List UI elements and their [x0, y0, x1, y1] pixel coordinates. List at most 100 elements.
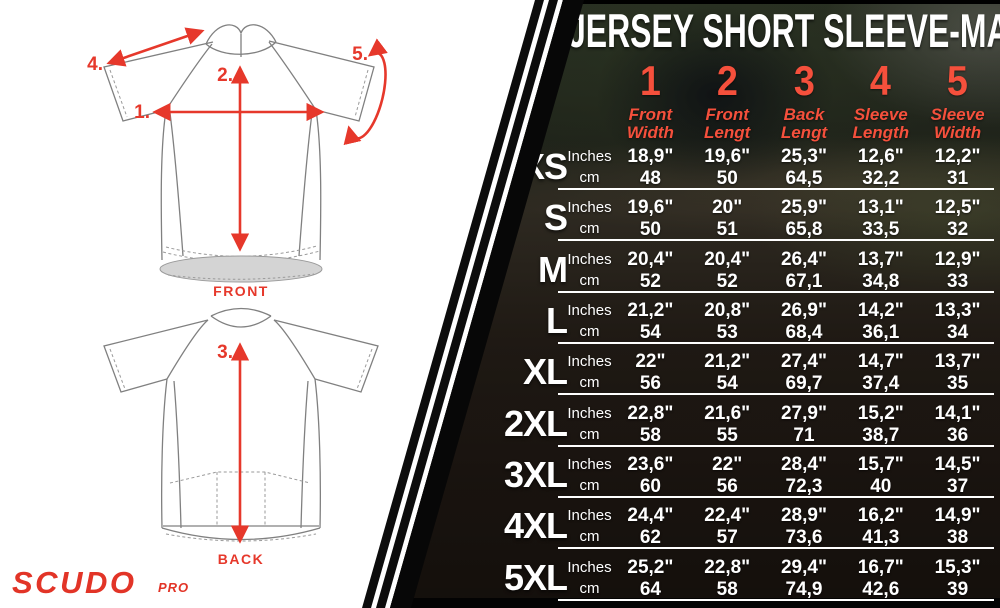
value-inches: 16,2": [857, 505, 904, 526]
value-cm: 34,8: [862, 270, 900, 292]
value-cm: 71: [793, 424, 815, 446]
row-separator: [558, 342, 994, 344]
brand-logo-main: SCUDO: [12, 565, 136, 600]
value-inches: 21,6": [704, 403, 751, 424]
column-front-width: 1 Front Width: [612, 58, 689, 141]
value-cm: 37,4: [862, 372, 900, 394]
unit-labels: Inches cm: [567, 350, 612, 393]
value-inches: 21,2": [627, 300, 674, 321]
unit-inches: Inches: [567, 251, 612, 268]
value-cm: 51: [716, 218, 738, 240]
value-cm: 55: [716, 424, 738, 446]
front-body: [160, 109, 167, 261]
arrow-sleeve-length: [106, 27, 205, 67]
value-cm: 37: [947, 475, 969, 497]
row-separator: [558, 496, 994, 498]
row-values: 22,8" 58 21,6" 55 27,9" 71 15,2" 38,7 14,1" 3…: [612, 402, 996, 446]
value-cm: 54: [716, 372, 738, 394]
value-cm: 67,1: [785, 270, 823, 292]
unit-labels: Inches cm: [567, 402, 612, 445]
unit-cm: cm: [579, 220, 600, 237]
value-cm: 54: [639, 321, 661, 343]
panel-bottom-bar: [390, 598, 1000, 608]
front-caption: FRONT: [213, 283, 269, 299]
table-row-l: L Inches cm 21,2" 54 20,8" 53 26,9" 68,4 14…: [500, 299, 996, 344]
row-separator: [558, 445, 994, 447]
unit-labels: Inches cm: [567, 196, 612, 239]
value-cm: 36: [947, 424, 969, 446]
row-values: 20,4" 52 20,4" 52 26,4" 67,1 13,7" 34,8 12,9…: [612, 248, 996, 292]
value-inches: 14,1": [934, 403, 981, 424]
value-cm: 72,3: [785, 475, 823, 497]
marker-1-label: 1.: [134, 102, 150, 123]
value-cm: 58: [716, 578, 738, 600]
unit-inches: Inches: [567, 199, 612, 216]
table-row-3xl: 3XL Inches cm 23,6" 60 22" 56 28,4" 72,3 15…: [500, 453, 996, 498]
unit-inches: Inches: [567, 456, 612, 473]
table-row-4xl: 4XL Inches cm 24,4" 62 22,4" 57 28,9" 73,6 …: [500, 504, 996, 549]
back-body: [161, 378, 168, 529]
back-left-sleeve: [103, 319, 209, 393]
size-label: XL: [522, 351, 568, 392]
value-cm: 34: [947, 321, 969, 343]
value-cm: 56: [716, 475, 738, 497]
column-back-length: 3 Back Lengt: [766, 58, 843, 141]
value-inches: 18,9": [627, 146, 674, 167]
unit-inches: Inches: [567, 405, 612, 422]
jersey-measurement-diagram: 1. 2. 4. 5. FRONT 3. BACK SCUD: [12, 24, 388, 600]
row-separator: [558, 547, 994, 549]
value-inches: 26,4": [780, 249, 827, 270]
value-cm: 39: [947, 578, 969, 600]
value-cm: 57: [716, 526, 738, 548]
value-inches: 25,9": [780, 197, 827, 218]
value-inches: 22,4": [704, 505, 751, 526]
unit-labels: Inches cm: [567, 453, 612, 496]
table-row-5xl: 5XL Inches cm 25,2" 64 22,8" 58 29,4" 74,9 …: [500, 556, 996, 601]
unit-inches: Inches: [567, 559, 612, 576]
column-front-length: 2 Front Lengt: [689, 58, 766, 141]
value-inches: 14,9": [934, 505, 981, 526]
brand-logo-suffix: PRO: [158, 580, 189, 595]
unit-labels: Inches cm: [567, 248, 612, 291]
value-inches: 15,7": [857, 454, 904, 475]
value-inches: 12,6": [857, 146, 904, 167]
value-cm: 69,7: [785, 372, 823, 394]
unit-inches: Inches: [567, 353, 612, 370]
marker-2-label: 2.: [217, 65, 233, 86]
back-jersey-outline: [103, 307, 379, 541]
value-inches: 20": [712, 197, 743, 218]
value-inches: 14,5": [934, 454, 981, 475]
column-number: 1: [639, 57, 661, 104]
row-values: 23,6" 60 22" 56 28,4" 72,3 15,7" 40 14,5" 37: [612, 453, 996, 497]
table-row-xs: XS Inches cm 18,9" 48 19,6" 50 25,3" 64,5 1…: [500, 145, 996, 190]
row-separator: [558, 599, 994, 601]
front-collar: [205, 24, 277, 45]
value-inches: 15,2": [857, 403, 904, 424]
value-inches: 14,2": [857, 300, 904, 321]
value-inches: 22,8": [627, 403, 674, 424]
value-inches: 14,7": [857, 351, 904, 372]
table-row-m: M Inches cm 20,4" 52 20,4" 52 26,4" 67,1 13…: [500, 248, 996, 293]
value-cm: 32,2: [862, 167, 900, 189]
measure-arrows-front: [106, 27, 388, 252]
value-cm: 35: [947, 372, 969, 394]
value-cm: 64,5: [785, 167, 823, 189]
value-inches: 23,6": [627, 454, 674, 475]
size-label: L: [546, 300, 568, 341]
front-hem-ellipse: [159, 255, 323, 283]
value-cm: 68,4: [785, 321, 823, 343]
value-inches: 26,9": [780, 300, 827, 321]
value-inches: 13,7": [934, 351, 981, 372]
value-cm: 38: [947, 526, 969, 548]
value-inches: 20,8": [704, 300, 751, 321]
unit-cm: cm: [579, 426, 600, 443]
back-caption: BACK: [218, 551, 264, 567]
row-values: 19,6" 50 20" 51 25,9" 65,8 13,1" 33,5 12,5" 3…: [612, 196, 996, 240]
value-cm: 52: [716, 270, 738, 292]
column-label: Front Width: [626, 105, 674, 142]
unit-labels: Inches cm: [567, 556, 612, 599]
marker-3-label: 3.: [217, 342, 233, 363]
value-cm: 60: [639, 475, 661, 497]
value-inches: 22,8": [704, 557, 751, 578]
row-separator: [558, 239, 994, 241]
